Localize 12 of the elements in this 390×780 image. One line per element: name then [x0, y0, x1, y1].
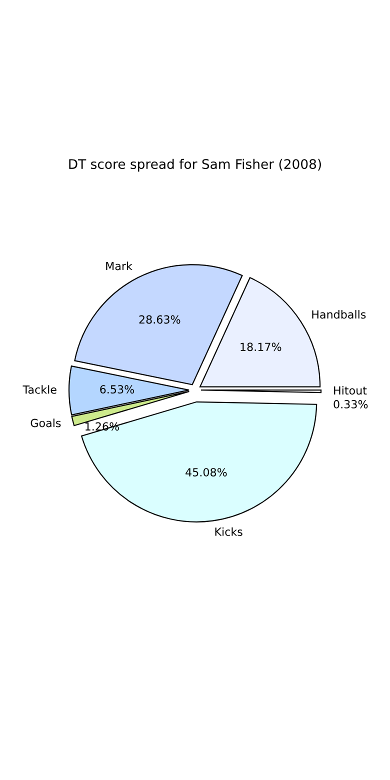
- slice-label: Goals: [30, 418, 61, 428]
- data-label: 0.33%: [334, 400, 368, 408]
- slice-label: Mark: [106, 262, 132, 270]
- slice-label: Hitout: [334, 386, 367, 395]
- data-label: 18.17%: [240, 342, 282, 352]
- slice-label: Tackle: [22, 385, 56, 394]
- data-label: 6.53%: [100, 385, 134, 394]
- slice-label: Kicks: [215, 527, 242, 536]
- data-label: 45.08%: [186, 468, 227, 476]
- data-label: 28.63%: [139, 315, 180, 324]
- chart-title: DT score spread for Sam Fisher (2008): [69, 158, 321, 172]
- slice-label: Handballs: [312, 310, 366, 319]
